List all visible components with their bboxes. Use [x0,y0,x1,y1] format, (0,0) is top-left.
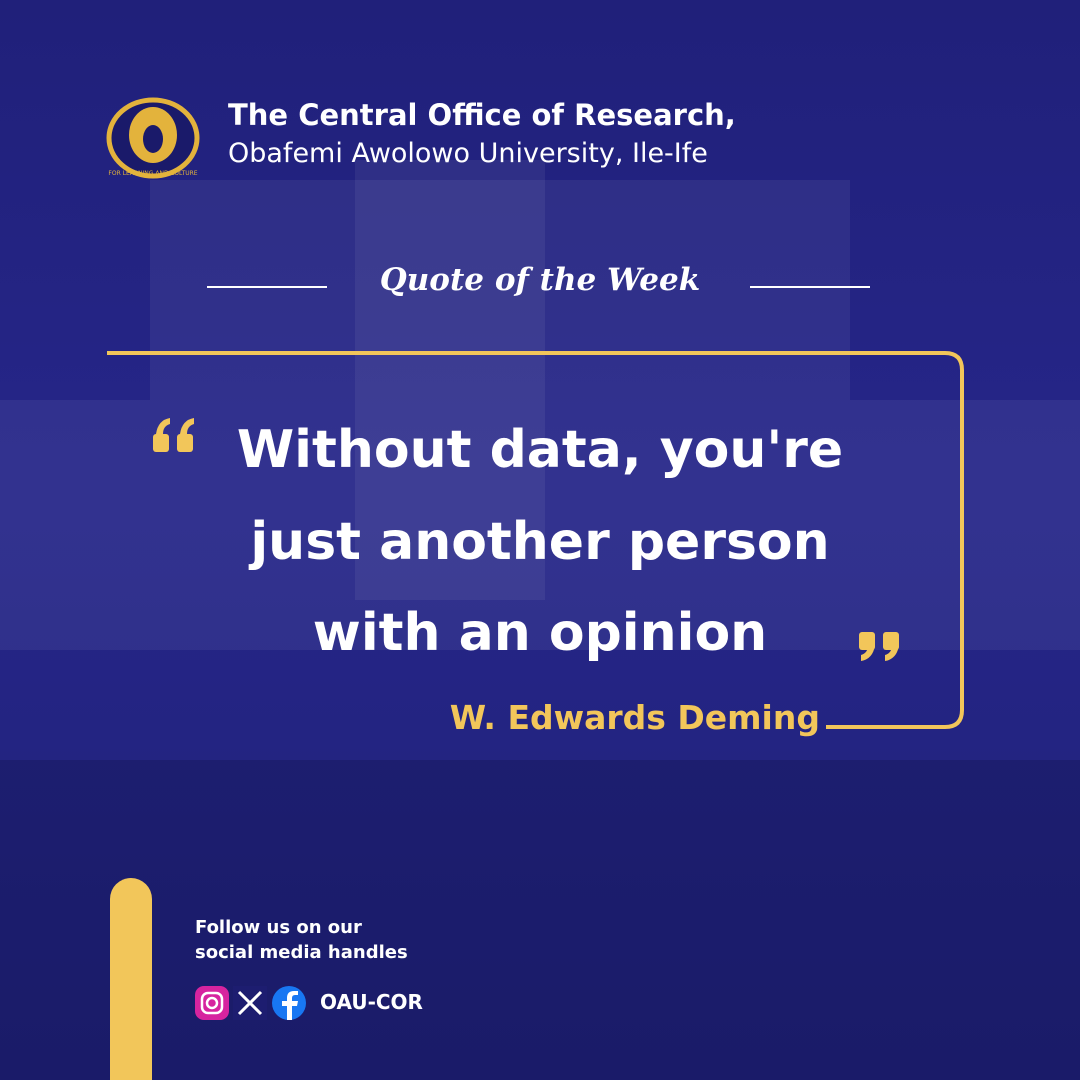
divider [750,286,870,288]
instagram-icon[interactable] [195,986,229,1020]
footer-text: social media handles [195,942,408,963]
background-building [150,180,850,400]
section-title: Quote of the Week [379,262,701,298]
background-lawn [0,760,1080,1080]
social-icons [195,986,306,1020]
logo-motto: FOR LEARNING AND CULTURE [108,170,197,177]
logo: FOR LEARNING AND CULTURE [106,97,200,179]
quote-line: Without data, you're [236,420,844,480]
social-handle: OAU-COR [320,990,423,1014]
close-quote-icon [859,632,899,661]
header-subtitle: Obafemi Awolowo University, Ile-Ife [228,138,708,169]
quote-line: just another person [250,512,830,572]
open-quote-icon [153,418,194,452]
accent-bar [110,878,152,1080]
divider [207,286,327,288]
footer-text: Follow us on our [195,917,362,938]
x-icon[interactable] [233,986,267,1020]
background-tower [355,160,545,600]
quote-line: with an opinion [312,603,768,663]
header-title: The Central Office of Research, [228,98,736,132]
quote-author: W. Edwards Deming [449,698,820,737]
